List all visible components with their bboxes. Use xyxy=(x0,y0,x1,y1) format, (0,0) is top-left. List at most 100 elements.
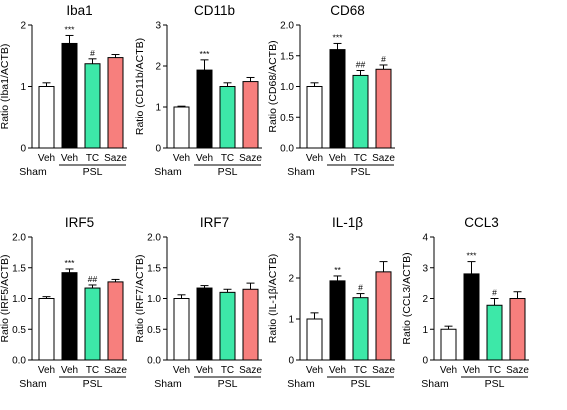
group-label: PSL xyxy=(485,378,505,390)
chart-title: CD68 xyxy=(330,3,365,18)
y-tick-label: 1.0 xyxy=(280,82,294,93)
chart-panel: CD11b Ratio (CD11b/ACTB) 0 1 2 3 Veh *** Veh TC Sa… xyxy=(134,3,262,178)
group-label: Sham xyxy=(287,378,315,390)
y-axis-label: Ratio (IRF7/ACTB) xyxy=(134,254,146,342)
group-label: PSL xyxy=(218,166,238,178)
x-category-label: Veh xyxy=(196,365,213,376)
y-tick-label: 4 xyxy=(422,233,428,244)
y-tick-label: 0 xyxy=(288,356,294,367)
significance-label: ## xyxy=(88,274,98,284)
bar xyxy=(486,304,503,361)
x-category-label: TC xyxy=(86,153,99,164)
y-tick-label: 2 xyxy=(422,294,428,305)
x-category-label: Veh xyxy=(463,365,480,376)
group-label: PSL xyxy=(218,378,238,390)
y-tick-label: 2 xyxy=(20,21,26,32)
group-label: Sham xyxy=(154,166,182,178)
y-tick-label: 1 xyxy=(20,82,26,93)
bar xyxy=(375,68,392,149)
bar xyxy=(107,57,124,149)
y-tick-label: 1.0 xyxy=(147,294,161,305)
x-category-label: Saze xyxy=(239,153,262,164)
group-label: Sham xyxy=(421,378,449,390)
y-tick-label: 1.5 xyxy=(147,263,161,274)
significance-label: *** xyxy=(467,251,478,261)
x-category-label: TC xyxy=(488,365,501,376)
bar xyxy=(352,297,369,361)
group-label: PSL xyxy=(351,378,371,390)
significance-label: *** xyxy=(65,24,76,34)
bar xyxy=(352,74,369,149)
chart-panel: Iba1 Ratio (Iba1/ACTB) 0 1 2 Veh *** Veh # TC Saze… xyxy=(0,3,127,178)
y-tick-label: 2 xyxy=(288,274,294,285)
y-axis-label: Ratio (Iba1/ACTB) xyxy=(0,44,11,130)
x-category-label: Veh xyxy=(196,153,213,164)
y-axis-label: Ratio (CD68/ACTB) xyxy=(267,40,279,132)
y-tick-label: 2.0 xyxy=(12,233,26,244)
y-tick-label: 0.5 xyxy=(12,325,26,336)
bar xyxy=(329,49,346,149)
bar xyxy=(196,287,213,361)
y-tick-label: 0 xyxy=(20,144,26,155)
x-category-label: TC xyxy=(221,153,234,164)
x-category-label: Veh xyxy=(329,365,346,376)
group-label: Sham xyxy=(287,166,315,178)
group-label: PSL xyxy=(83,378,103,390)
y-tick-label: 0.5 xyxy=(280,113,294,124)
bar xyxy=(61,42,78,149)
bar xyxy=(84,287,101,361)
y-axis-label: Ratio (CCL3/ACTB) xyxy=(401,252,413,344)
group-label: Sham xyxy=(154,378,182,390)
significance-label: ## xyxy=(356,60,366,70)
y-axis-label: Ratio (IL-1β/ACTB) xyxy=(267,254,279,343)
x-category-label: Saze xyxy=(104,365,127,376)
y-tick-label: 3 xyxy=(422,263,428,274)
x-category-label: Veh xyxy=(61,153,78,164)
significance-label: # xyxy=(90,48,95,58)
bar xyxy=(509,298,526,361)
bar xyxy=(107,281,124,361)
x-category-label: Veh xyxy=(306,153,323,164)
chart-title: CD11b xyxy=(194,3,235,18)
bar xyxy=(196,69,213,149)
y-tick-label: 1.5 xyxy=(12,263,26,274)
x-category-label: Veh xyxy=(173,153,190,164)
y-tick-label: 3 xyxy=(155,21,161,32)
y-tick-label: 2 xyxy=(155,62,161,73)
group-label: PSL xyxy=(351,166,371,178)
bar xyxy=(219,86,236,149)
x-category-label: Veh xyxy=(329,153,346,164)
bar xyxy=(329,280,346,361)
y-tick-label: 0 xyxy=(155,144,161,155)
y-tick-label: 0.5 xyxy=(147,325,161,336)
x-category-label: TC xyxy=(354,365,367,376)
significance-label: *** xyxy=(65,258,76,268)
y-tick-label: 0.0 xyxy=(280,144,294,155)
bar xyxy=(38,86,55,149)
chart-panel: IRF5 Ratio (IRF5/ACTB) 0.0 0.5 1.0 1.5 2.0 Veh *… xyxy=(0,215,127,390)
x-category-label: Saze xyxy=(104,153,127,164)
chart-title: CCL3 xyxy=(464,215,499,230)
bar xyxy=(440,328,457,361)
significance-label: *** xyxy=(200,49,211,59)
significance-label: ** xyxy=(334,265,341,275)
x-category-label: TC xyxy=(86,365,99,376)
bar xyxy=(242,288,259,361)
bar xyxy=(84,63,101,149)
bar xyxy=(306,318,323,361)
x-category-label: TC xyxy=(354,153,367,164)
x-category-label: Saze xyxy=(372,153,395,164)
significance-label: # xyxy=(381,54,386,64)
y-tick-label: 1 xyxy=(422,325,428,336)
chart-title: IRF7 xyxy=(200,215,229,230)
x-category-label: TC xyxy=(221,365,234,376)
y-tick-label: 2.0 xyxy=(147,233,161,244)
chart-title: IRF5 xyxy=(65,215,94,230)
x-category-label: Veh xyxy=(173,365,190,376)
y-tick-label: 2.0 xyxy=(280,21,294,32)
bar xyxy=(173,106,190,149)
x-category-label: Saze xyxy=(372,365,395,376)
significance-label: # xyxy=(492,288,497,298)
bar xyxy=(173,298,190,361)
